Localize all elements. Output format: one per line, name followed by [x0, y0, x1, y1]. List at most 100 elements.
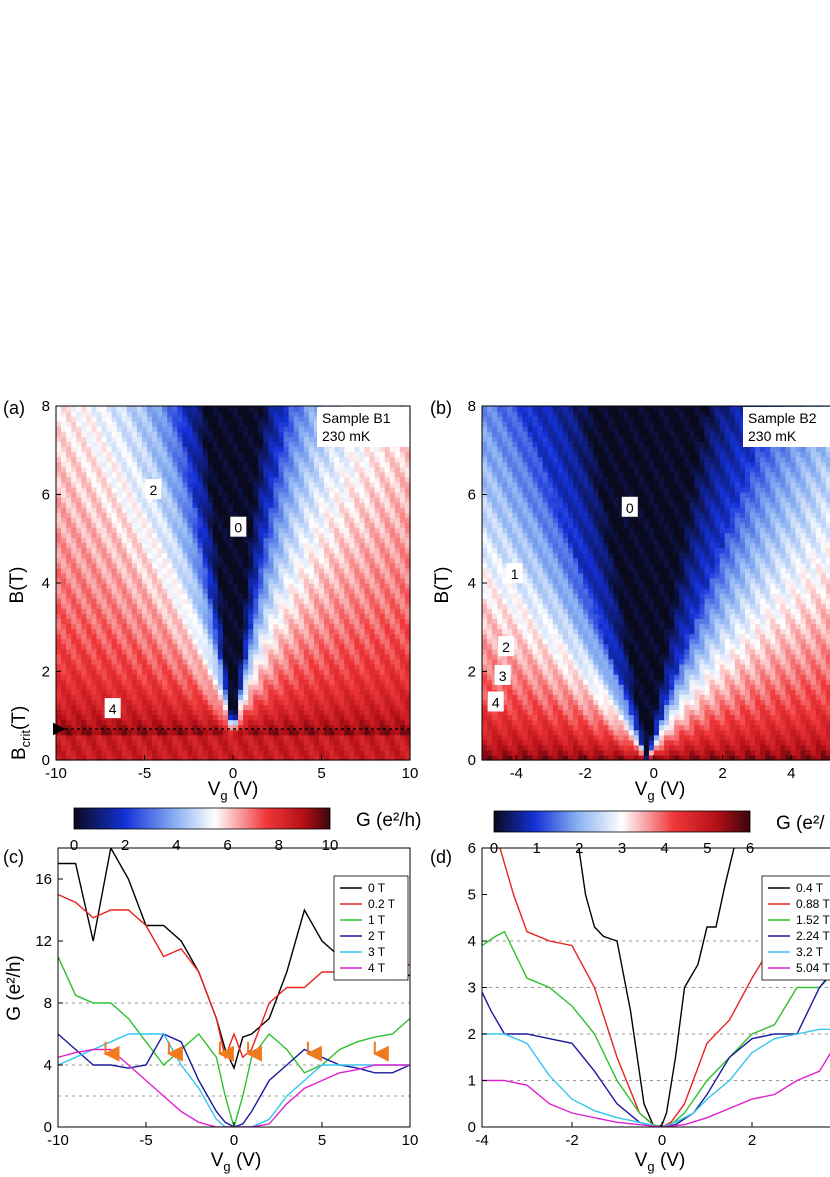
heatmap-cell: [152, 658, 158, 665]
heatmap-cell: [111, 623, 118, 630]
heatmap-cell: [253, 517, 259, 523]
annotation-label: 4: [109, 701, 117, 717]
heatmap-cell: [344, 648, 350, 655]
heatmap-cell: [303, 593, 310, 599]
heatmap-cell: [248, 441, 254, 448]
heatmap-cell: [324, 491, 330, 498]
heatmap-cell: [167, 598, 173, 604]
heatmap-cell: [394, 588, 401, 594]
heatmap-cell: [66, 421, 72, 427]
heatmap-cell: [177, 593, 184, 599]
heatmap-cell: [106, 719, 113, 726]
heatmap-cell: [56, 507, 62, 513]
heatmap-cell: [76, 572, 82, 579]
heatmap-cell: [329, 567, 335, 574]
heatmap-cell: [298, 679, 305, 685]
heatmap-cell: [71, 739, 77, 746]
heatmap-cell: [324, 694, 330, 700]
heatmap-cell: [212, 416, 219, 422]
heatmap-cell: [248, 507, 254, 513]
heatmap-cell: [404, 603, 411, 609]
heatmap-cell: [76, 497, 82, 503]
heatmap-cell: [233, 451, 239, 458]
heatmap-cell: [384, 658, 391, 665]
heatmap-cell: [308, 749, 315, 756]
heatmap-cell: [354, 476, 361, 483]
heatmap-cell: [126, 694, 133, 700]
heatmap-cell: [106, 643, 113, 650]
heatmap-cell: [263, 522, 269, 528]
heatmap-cell: [101, 679, 108, 685]
heatmap-cell: [187, 481, 194, 488]
heatmap-cell: [217, 426, 224, 432]
heatmap-cell: [147, 729, 153, 736]
heatmap-cell: [329, 704, 335, 711]
heatmap-cell: [308, 623, 315, 630]
heatmap-cell: [283, 704, 290, 711]
heatmap-cell: [334, 754, 340, 761]
heatmap-cell: [288, 704, 295, 711]
heatmap-cell: [339, 512, 345, 518]
heatmap-cell: [197, 608, 204, 614]
heatmap-cell: [258, 709, 264, 716]
heatmap-cell: [268, 699, 275, 705]
heatmap-cell: [101, 628, 108, 635]
heatmap-cell: [81, 588, 87, 594]
heatmap-cell: [172, 724, 178, 731]
heatmap-cell: [374, 451, 381, 458]
heatmap-cell: [197, 446, 204, 453]
heatmap-cell: [111, 542, 118, 549]
heatmap-cell: [394, 754, 401, 761]
heatmap-cell: [349, 618, 355, 625]
heatmap-cell: [288, 719, 295, 726]
heatmap-cell: [404, 714, 411, 721]
heatmap-cell: [288, 618, 295, 625]
heatmap-cell: [243, 633, 249, 640]
heatmap-cell: [364, 628, 371, 635]
heatmap-cell: [233, 694, 239, 700]
heatmap-cell: [106, 557, 113, 564]
heatmap-cell: [248, 583, 254, 589]
heatmap-cell: [116, 583, 123, 589]
heatmap-cell: [374, 668, 381, 675]
heatmap-cell: [278, 633, 285, 640]
heatmap-cell: [96, 663, 103, 670]
heatmap-cell: [212, 562, 219, 569]
heatmap-cell: [217, 668, 224, 675]
heatmap-cell: [167, 668, 173, 675]
heatmap-cell: [303, 663, 310, 670]
heatmap-cell: [106, 577, 113, 584]
heatmap-cell: [389, 648, 396, 655]
heatmap-cell: [288, 729, 295, 736]
heatmap-cell: [263, 426, 269, 432]
heatmap-cell: [192, 446, 199, 453]
heatmap-cell: [308, 547, 315, 554]
heatmap-cell: [227, 694, 234, 700]
heatmap-cell: [318, 679, 325, 685]
heatmap-cell: [278, 623, 285, 630]
heatmap-cell: [238, 603, 244, 609]
heatmap-cell: [56, 724, 62, 731]
heatmap-cell: [187, 714, 194, 721]
heatmap-cell: [212, 588, 219, 594]
heatmap-cell: [308, 557, 315, 564]
heatmap-cell: [222, 557, 229, 564]
heatmap-cell: [56, 744, 62, 751]
heatmap-cell: [679, 754, 685, 761]
heatmap-cell: [389, 588, 396, 594]
heatmap-cell: [399, 512, 406, 518]
heatmap-cell: [273, 552, 280, 559]
heatmap-cell: [131, 613, 138, 619]
heatmap-cell: [212, 537, 219, 544]
heatmap-cell: [116, 638, 123, 645]
heatmap-cell: [227, 643, 234, 650]
heatmap-cell: [141, 577, 148, 584]
heatmap-cell: [278, 502, 285, 508]
heatmap-cell: [222, 517, 229, 523]
heatmap-cell: [131, 694, 138, 700]
heatmap-cell: [111, 613, 118, 619]
heatmap-cell: [258, 719, 264, 726]
heatmap-cell: [399, 517, 406, 523]
heatmap-cell: [308, 684, 315, 690]
heatmap-cell: [197, 694, 204, 700]
